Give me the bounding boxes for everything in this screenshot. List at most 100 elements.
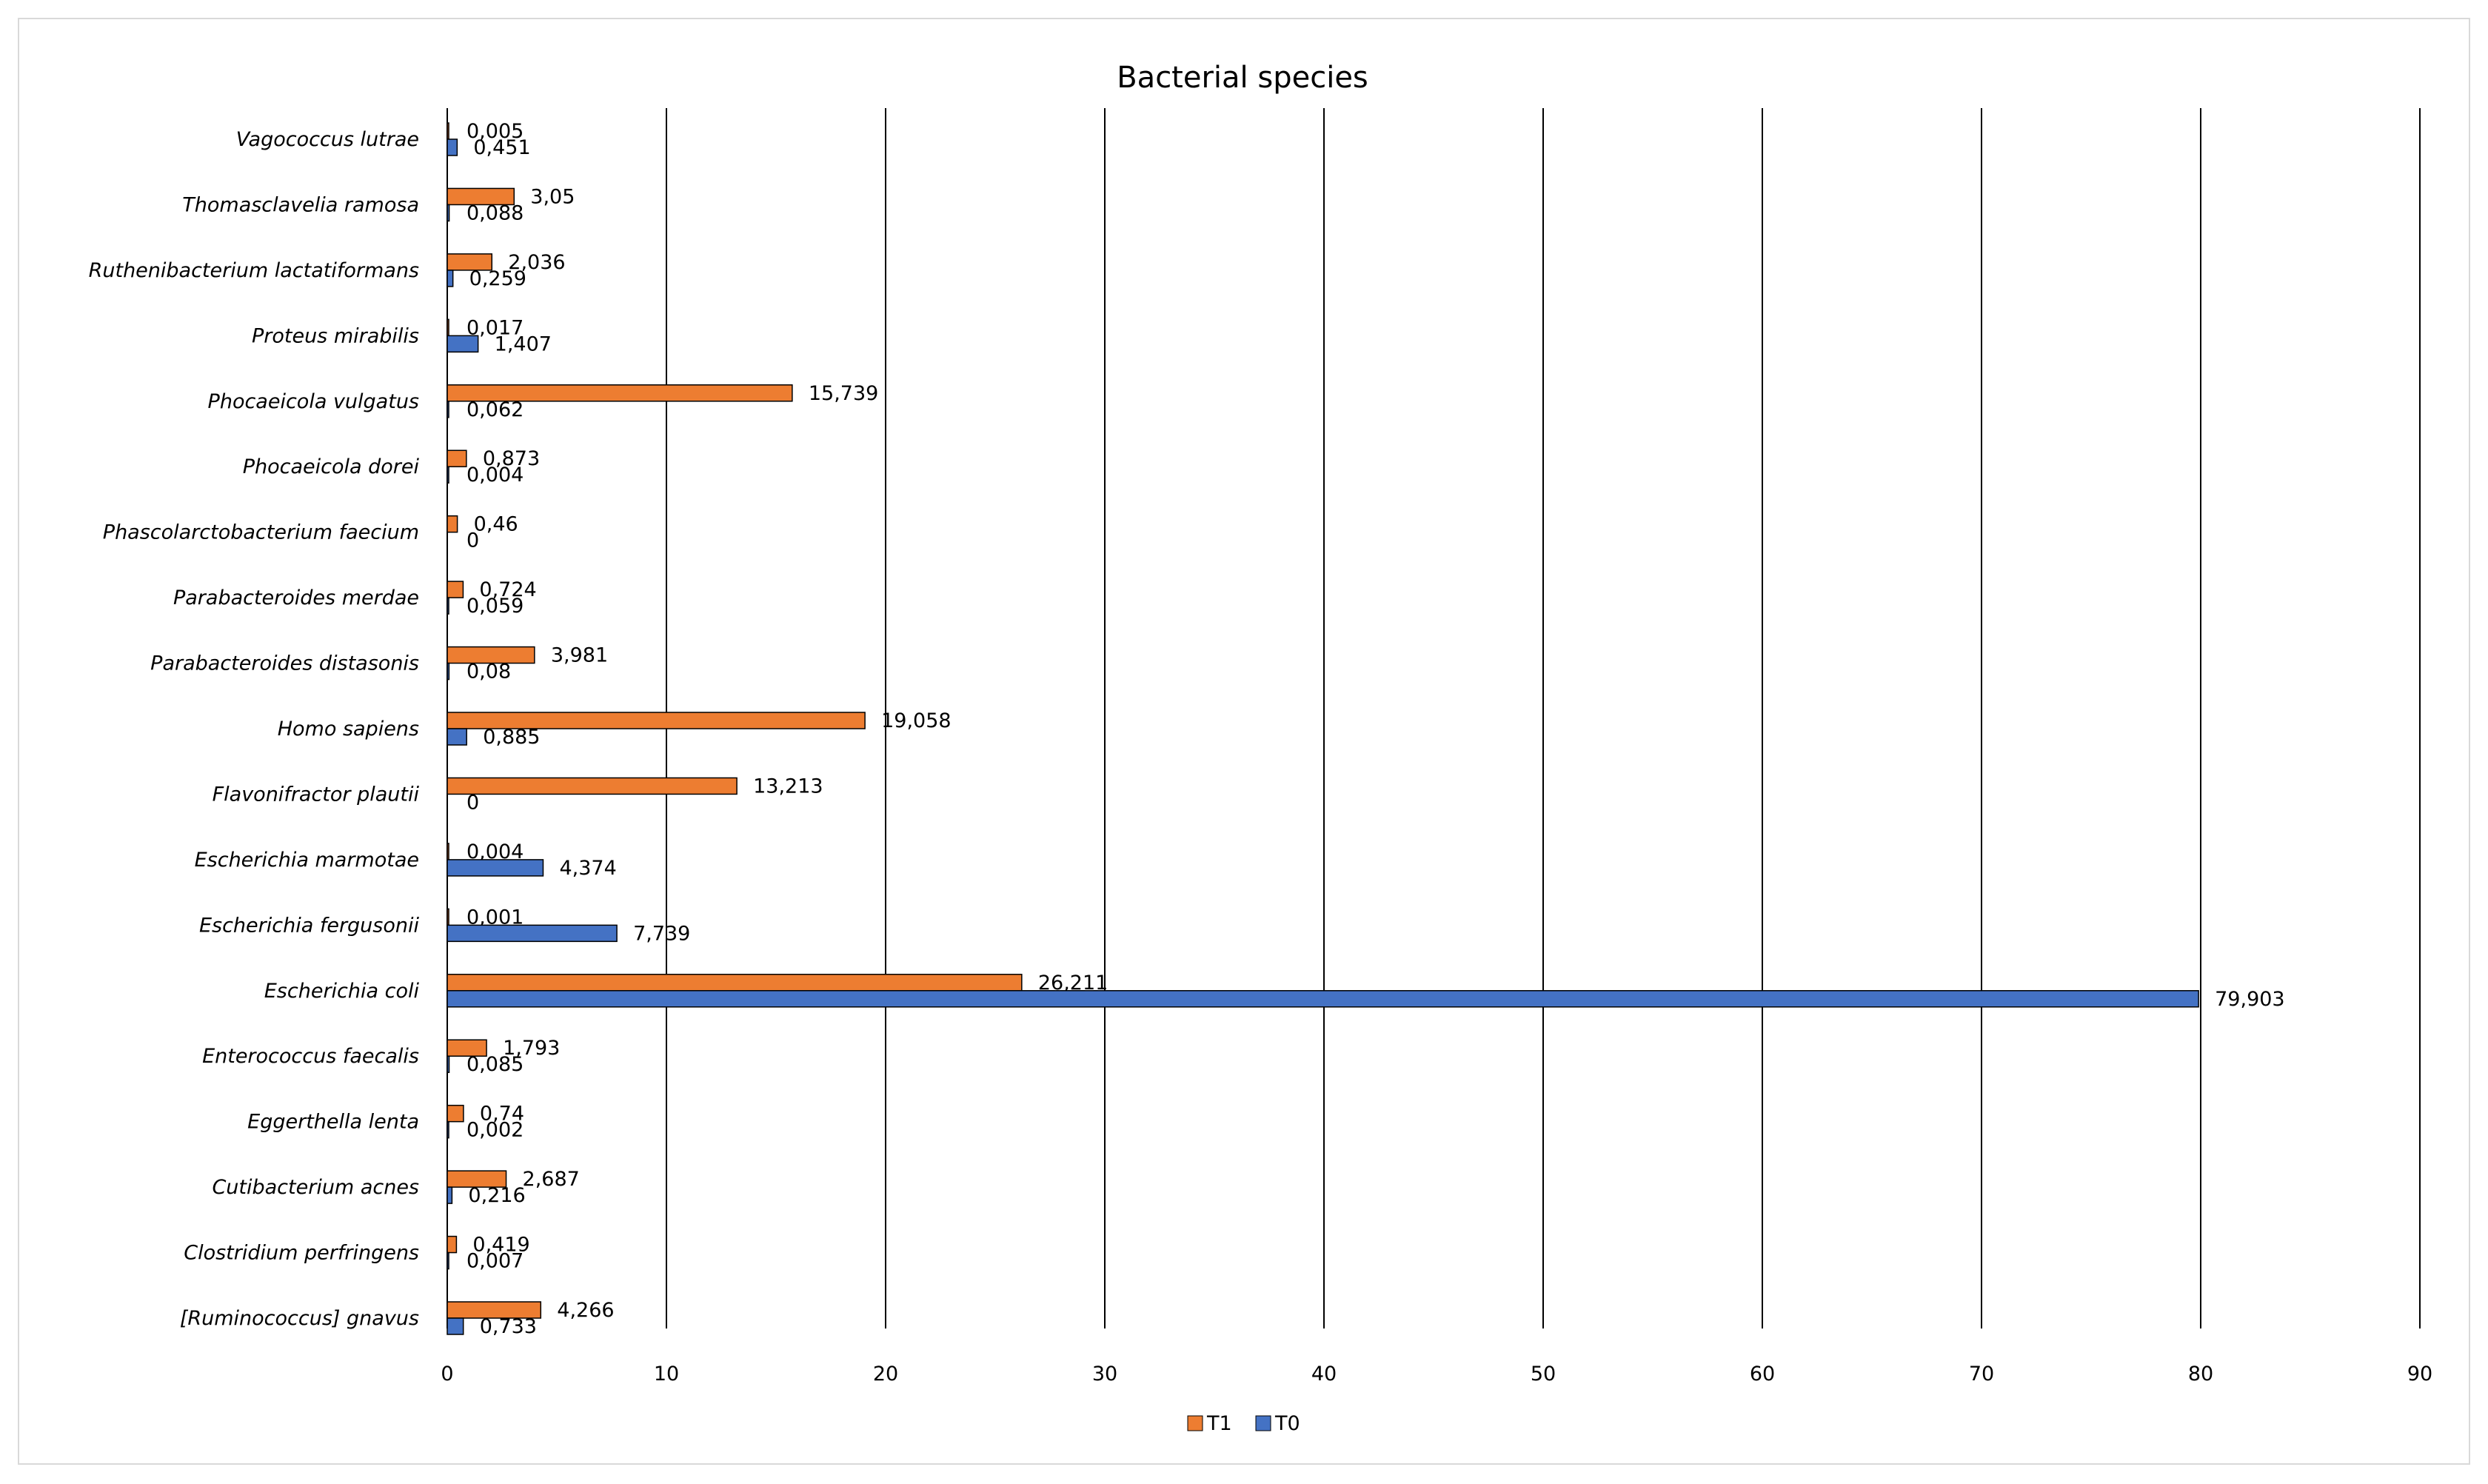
bar-t0 [447,859,544,877]
category-label: Flavonifractor plautii [213,783,420,806]
x-tick-label: 40 [1311,1363,1337,1386]
legend-label-t0: T0 [1274,1412,1300,1435]
bar-t0 [447,204,450,222]
bar-t1 [447,908,449,926]
data-label-t0: 0,059 [466,595,524,618]
x-tick-label: 20 [873,1363,898,1386]
category-label: Phascolarctobacterium faecium [103,521,419,544]
bar-t1 [447,712,866,729]
category-label: Enterococcus faecalis [202,1045,419,1068]
category-label: Parabacteroides distasonis [150,652,419,675]
data-label-t0: 0,885 [483,726,540,749]
x-tick-label: 10 [654,1363,679,1386]
data-label-t0: 0,08 [466,661,511,683]
data-label-t1: 0,724 [479,578,536,601]
category-label: Clostridium perfringens [184,1242,419,1265]
bar-t1 [447,1104,464,1123]
category-label: Escherichia fergusonii [199,914,420,937]
data-label-t1: 2,036 [508,251,565,274]
bar-t1 [447,1170,507,1188]
legend-swatch-t0 [1255,1415,1271,1431]
category-label: Eggerthella lenta [247,1111,419,1134]
bar-t0 [447,1055,450,1073]
category-label: Escherichia marmotae [195,849,419,872]
category-label: Escherichia coli [264,980,420,1003]
legend: T1 T0 [1187,1412,1300,1435]
bar-t1 [447,449,467,467]
bar-t1 [447,384,793,402]
bar-t0 [447,924,618,943]
category-label: Vagococcus lutrae [236,128,419,151]
x-tick-label: 60 [1750,1363,1775,1386]
data-label-t1: 3,981 [551,644,608,667]
bar-t0 [447,335,479,353]
data-label-t1: 3,05 [530,185,575,208]
bar-t1 [447,1235,458,1254]
bar-t0 [447,1186,453,1204]
category-label: Cutibacterium acnes [212,1176,419,1199]
bar-t0 [447,270,454,287]
gridlines [447,108,2421,1328]
category-label: Ruthenibacterium lactatiformans [89,259,419,282]
category-label: Parabacteroides merdae [173,586,419,609]
data-label-t0: 0,259 [469,267,526,290]
bar-t1 [447,253,493,271]
data-label-t0: 0 [466,791,479,814]
data-label-t0: 0,007 [466,1250,524,1273]
bar-t1 [447,122,449,140]
data-label-t0: 0,062 [466,398,524,421]
category-label: [Ruminococcus] gnavus [180,1307,419,1330]
data-label-t0: 0,733 [480,1315,537,1338]
data-label-t1: 13,213 [753,775,823,798]
bar-t0 [447,466,449,484]
data-label-t0: 0,004 [466,464,524,487]
x-tick-label: 0 [441,1363,453,1386]
data-label-t1: 0,419 [472,1234,529,1257]
data-label-t0: 0,451 [473,136,530,159]
data-label-t0: 0,088 [466,201,524,224]
bar-t0 [447,662,450,681]
data-label-t1: 1,793 [503,1037,560,1060]
bar-t1 [447,581,464,598]
data-label-t0: 0 [466,529,479,552]
data-label-t1: 0,005 [466,120,524,143]
bar-t1 [447,1039,487,1057]
category-label: Homo sapiens [278,718,419,741]
bar-t1 [447,777,738,795]
bar-t0 [447,1251,449,1270]
data-label-t1: 4,266 [557,1299,614,1322]
bar-t1 [447,187,515,206]
data-label-t1: 2,687 [523,1168,580,1191]
bar-t0 [447,990,2199,1008]
bar-t1 [447,843,449,860]
bar-t0 [447,138,458,156]
data-label-t1: 0,873 [483,447,540,470]
data-label-t0: 1,407 [495,332,552,355]
axes: 0 10 20 30 40 50 60 70 80 90 [Ruminococcus] gnavus… [89,128,2433,1386]
data-label-t0: 0,002 [466,1119,524,1142]
x-tick-label: 50 [1531,1363,1556,1386]
x-tick-label: 80 [2188,1363,2213,1386]
x-tick-label: 90 [2407,1363,2432,1386]
data-label-t1: 0,74 [480,1103,524,1126]
data-label-t0: 0,216 [468,1184,525,1207]
chart-title: Bacterial species [1117,61,1368,95]
bar-t0 [447,1120,449,1139]
x-tick-label: 70 [1969,1363,1994,1386]
data-label-t1: 15,739 [809,382,878,405]
category-label: Proteus mirabilis [252,324,419,347]
data-label-t0: 79,903 [2215,988,2284,1011]
bar-t0 [447,1317,464,1335]
bar-t0 [447,597,449,615]
data-label-t0: 7,739 [633,922,690,945]
category-label: Phocaeicola dorei [243,455,420,478]
x-tick-label: 30 [1092,1363,1117,1386]
legend-label-t1: T1 [1206,1412,1232,1435]
chart-frame: Bacterial species 4,266 0,733 0,419 0,007 2,… [18,18,2470,1465]
legend-swatch-t1 [1187,1415,1203,1431]
data-label-t1: 0,46 [474,513,518,536]
bar-t1 [447,515,458,533]
data-label-t1: 19,058 [881,709,951,732]
